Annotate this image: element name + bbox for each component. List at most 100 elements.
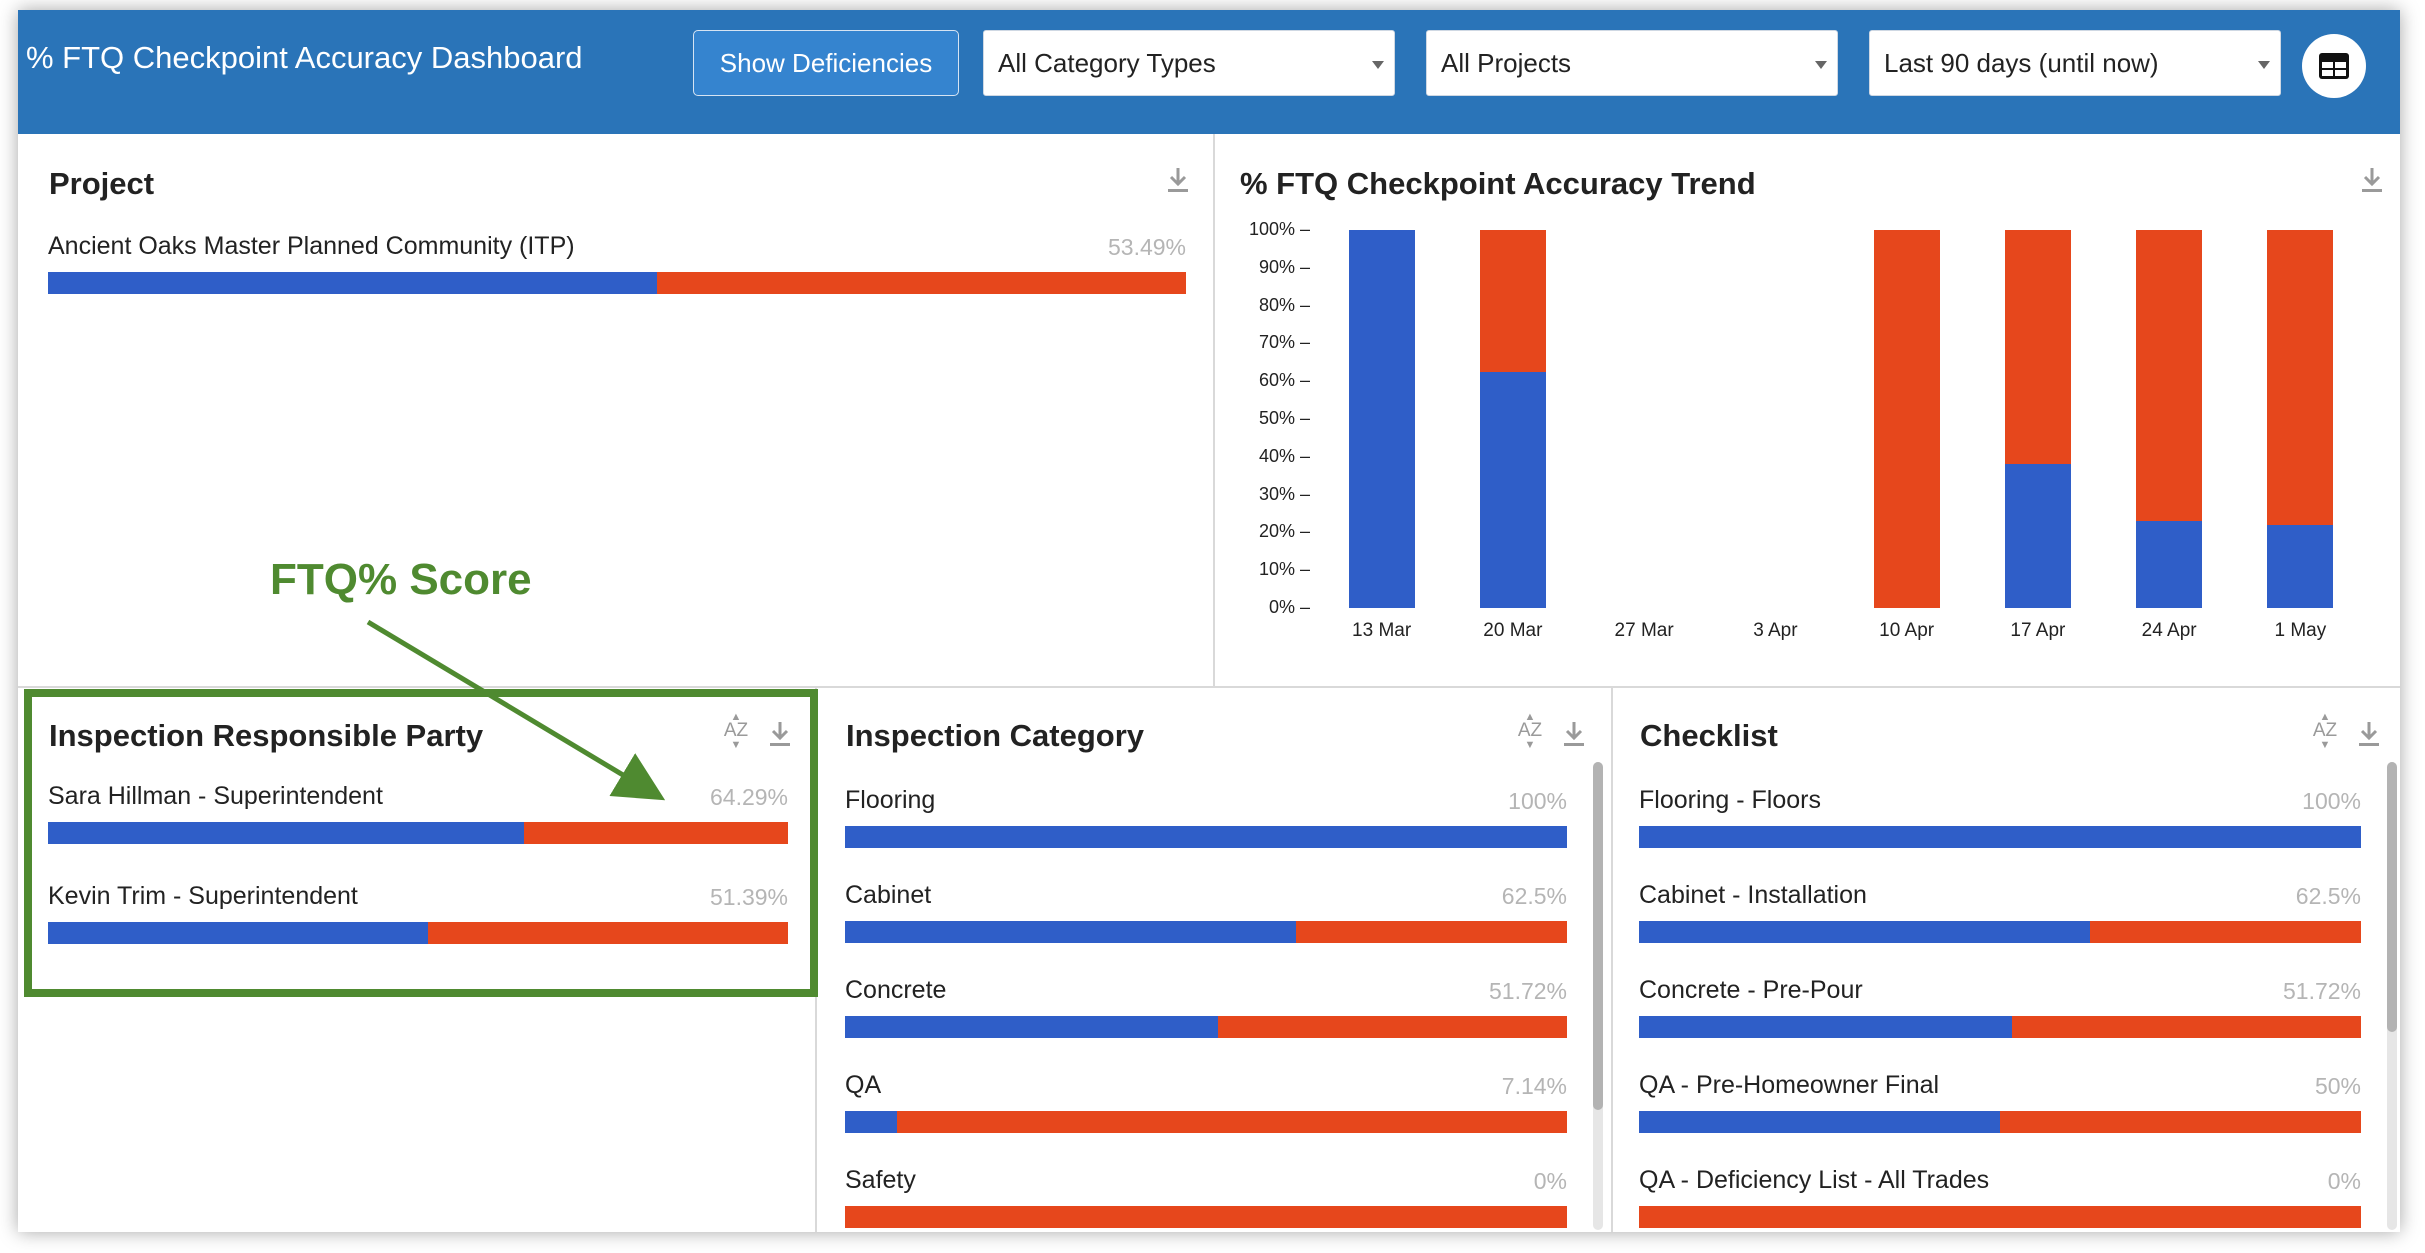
scrollbar-thumb[interactable] <box>1593 762 1603 1110</box>
project-panel: Project Ancient Oaks Master Planned Comm… <box>20 136 1212 684</box>
score-bar[interactable] <box>48 822 788 844</box>
sort-up-caret: ▲ <box>730 711 742 723</box>
trend-bar-pass <box>2004 464 2071 608</box>
trend-bar-pass <box>1348 230 1415 608</box>
score-bar-fill <box>845 1016 1219 1038</box>
score-bar[interactable] <box>1639 826 2361 848</box>
trend-bar[interactable] <box>1873 230 1940 608</box>
score-bar[interactable] <box>845 1111 1567 1133</box>
score-bar-fill <box>1639 1016 2013 1038</box>
download-icon[interactable] <box>1562 720 1586 748</box>
row-percentage: 0% <box>2327 1168 2361 1194</box>
row-label: QA <box>845 1071 882 1099</box>
chevron-down-icon <box>2258 61 2270 69</box>
score-bar[interactable] <box>845 826 1567 848</box>
sort-az-icon[interactable]: ▲ AZ ▼ <box>1516 712 1544 752</box>
download-icon[interactable] <box>768 720 792 748</box>
row-percentage: 50% <box>2314 1073 2361 1099</box>
panel-title: Project <box>49 166 155 201</box>
score-bar[interactable] <box>1639 1016 2361 1038</box>
trend-bar-pass <box>2136 521 2203 608</box>
y-tick-label: 50% – <box>1258 408 1310 428</box>
sort-az-icon[interactable]: ▲ AZ ▼ <box>2311 712 2339 752</box>
trend-bar-pass <box>2267 524 2334 608</box>
download-icon[interactable] <box>2360 166 2384 194</box>
app-title: % FTQ Checkpoint Accuracy Dashboard <box>26 40 583 75</box>
x-tick-label: 13 Mar <box>1352 620 1412 641</box>
row-percentage: 100% <box>2302 788 2361 814</box>
trend-panel: % FTQ Checkpoint Accuracy Trend 0% – 10% … <box>1216 136 2400 684</box>
x-tick-label: 10 Apr <box>1879 620 1935 641</box>
trend-bar[interactable] <box>1479 230 1546 608</box>
row-label: Flooring - Floors <box>1639 786 1821 814</box>
scrollbar-thumb[interactable] <box>2387 762 2397 1032</box>
score-bar[interactable] <box>48 922 788 944</box>
x-tick-label: 27 Mar <box>1614 620 1674 641</box>
row-label: Concrete - Pre-Pour <box>1639 976 1863 1004</box>
sort-az-label: AZ <box>1517 720 1543 741</box>
sort-az-label: AZ <box>723 720 749 741</box>
x-tick-label: 24 Apr <box>2141 620 2197 641</box>
score-bar[interactable] <box>48 272 1186 294</box>
sort-up-caret: ▲ <box>1524 711 1536 723</box>
score-bar-fill <box>48 272 657 294</box>
category-type-select-value: All Category Types <box>998 47 1216 78</box>
row-percentage: 51.39% <box>709 884 788 910</box>
annotation-highlight-box <box>24 689 818 997</box>
score-bar-fill <box>845 826 1567 848</box>
date-range-select[interactable]: Last 90 days (until now) <box>1869 30 2281 96</box>
y-tick-label: 70% – <box>1258 332 1310 353</box>
row-percentage: 64.29% <box>709 784 788 810</box>
project-select-value: All Projects <box>1441 47 1572 78</box>
score-bar[interactable] <box>845 1016 1567 1038</box>
trend-bar[interactable] <box>2004 230 2071 608</box>
y-tick-label: 80% – <box>1258 294 1310 315</box>
y-tick-label: 100% – <box>1248 219 1310 239</box>
category-type-select[interactable]: All Category Types <box>983 30 1395 96</box>
checklist-panel: Checklist ▲ AZ ▼ Flooring - Floors 100% Ca… <box>1613 690 2400 1230</box>
row-percentage: 100% <box>1508 788 1567 814</box>
row-label: Cabinet <box>845 881 932 909</box>
show-deficiencies-button[interactable]: Show Deficiencies <box>693 30 959 96</box>
sort-down-caret: ▼ <box>730 739 742 751</box>
score-bar[interactable] <box>1639 1206 2361 1228</box>
score-bar[interactable] <box>845 1206 1567 1228</box>
row-label: Sara Hillman - Superintendent <box>48 782 383 810</box>
score-bar[interactable] <box>845 921 1567 943</box>
score-bar[interactable] <box>1639 921 2361 943</box>
trend-bar[interactable] <box>2136 230 2203 608</box>
row-label: Safety <box>845 1166 916 1194</box>
header-bar: % FTQ Checkpoint Accuracy Dashboard Show… <box>18 10 2400 134</box>
sort-az-icon[interactable]: ▲ AZ ▼ <box>722 712 750 752</box>
row-label: Kevin Trim - Superintendent <box>48 882 358 910</box>
panel-divider <box>1213 134 1215 686</box>
table-view-button[interactable] <box>2302 34 2366 98</box>
trend-bar[interactable] <box>1348 230 1415 608</box>
row-percentage: 53.49% <box>1107 234 1186 260</box>
download-icon[interactable] <box>2357 720 2381 748</box>
x-tick-label: 17 Apr <box>2010 620 2066 641</box>
table-icon <box>2319 53 2349 79</box>
score-bar[interactable] <box>1639 1111 2361 1133</box>
project-select[interactable]: All Projects <box>1426 30 1838 96</box>
score-bar-fill <box>48 822 524 844</box>
row-label: QA - Deficiency List - All Trades <box>1639 1166 1990 1194</box>
y-tick-label: 30% – <box>1258 483 1310 504</box>
score-bar-fill <box>1639 1111 2000 1133</box>
trend-bar[interactable] <box>2267 230 2334 608</box>
panel-divider <box>18 686 2400 688</box>
panel-title: % FTQ Checkpoint Accuracy Trend <box>1240 166 1756 201</box>
sort-down-caret: ▼ <box>2319 739 2331 751</box>
row-percentage: 62.5% <box>1501 883 1567 909</box>
x-tick-label: 3 Apr <box>1753 620 1798 641</box>
x-tick-label: 20 Mar <box>1483 620 1543 641</box>
sort-az-label: AZ <box>2312 720 2338 741</box>
inspection-category-panel: Inspection Category ▲ AZ ▼ Flooring 100% C… <box>817 690 1609 1230</box>
row-label: Ancient Oaks Master Planned Community (I… <box>48 232 575 260</box>
download-icon[interactable] <box>1166 166 1190 194</box>
panel-title: Checklist <box>1640 718 1778 753</box>
chevron-down-icon <box>1815 61 1827 69</box>
score-bar-fill <box>845 921 1297 943</box>
annotation-label: FTQ% Score <box>270 555 532 604</box>
score-bar-fill <box>1639 826 2361 848</box>
